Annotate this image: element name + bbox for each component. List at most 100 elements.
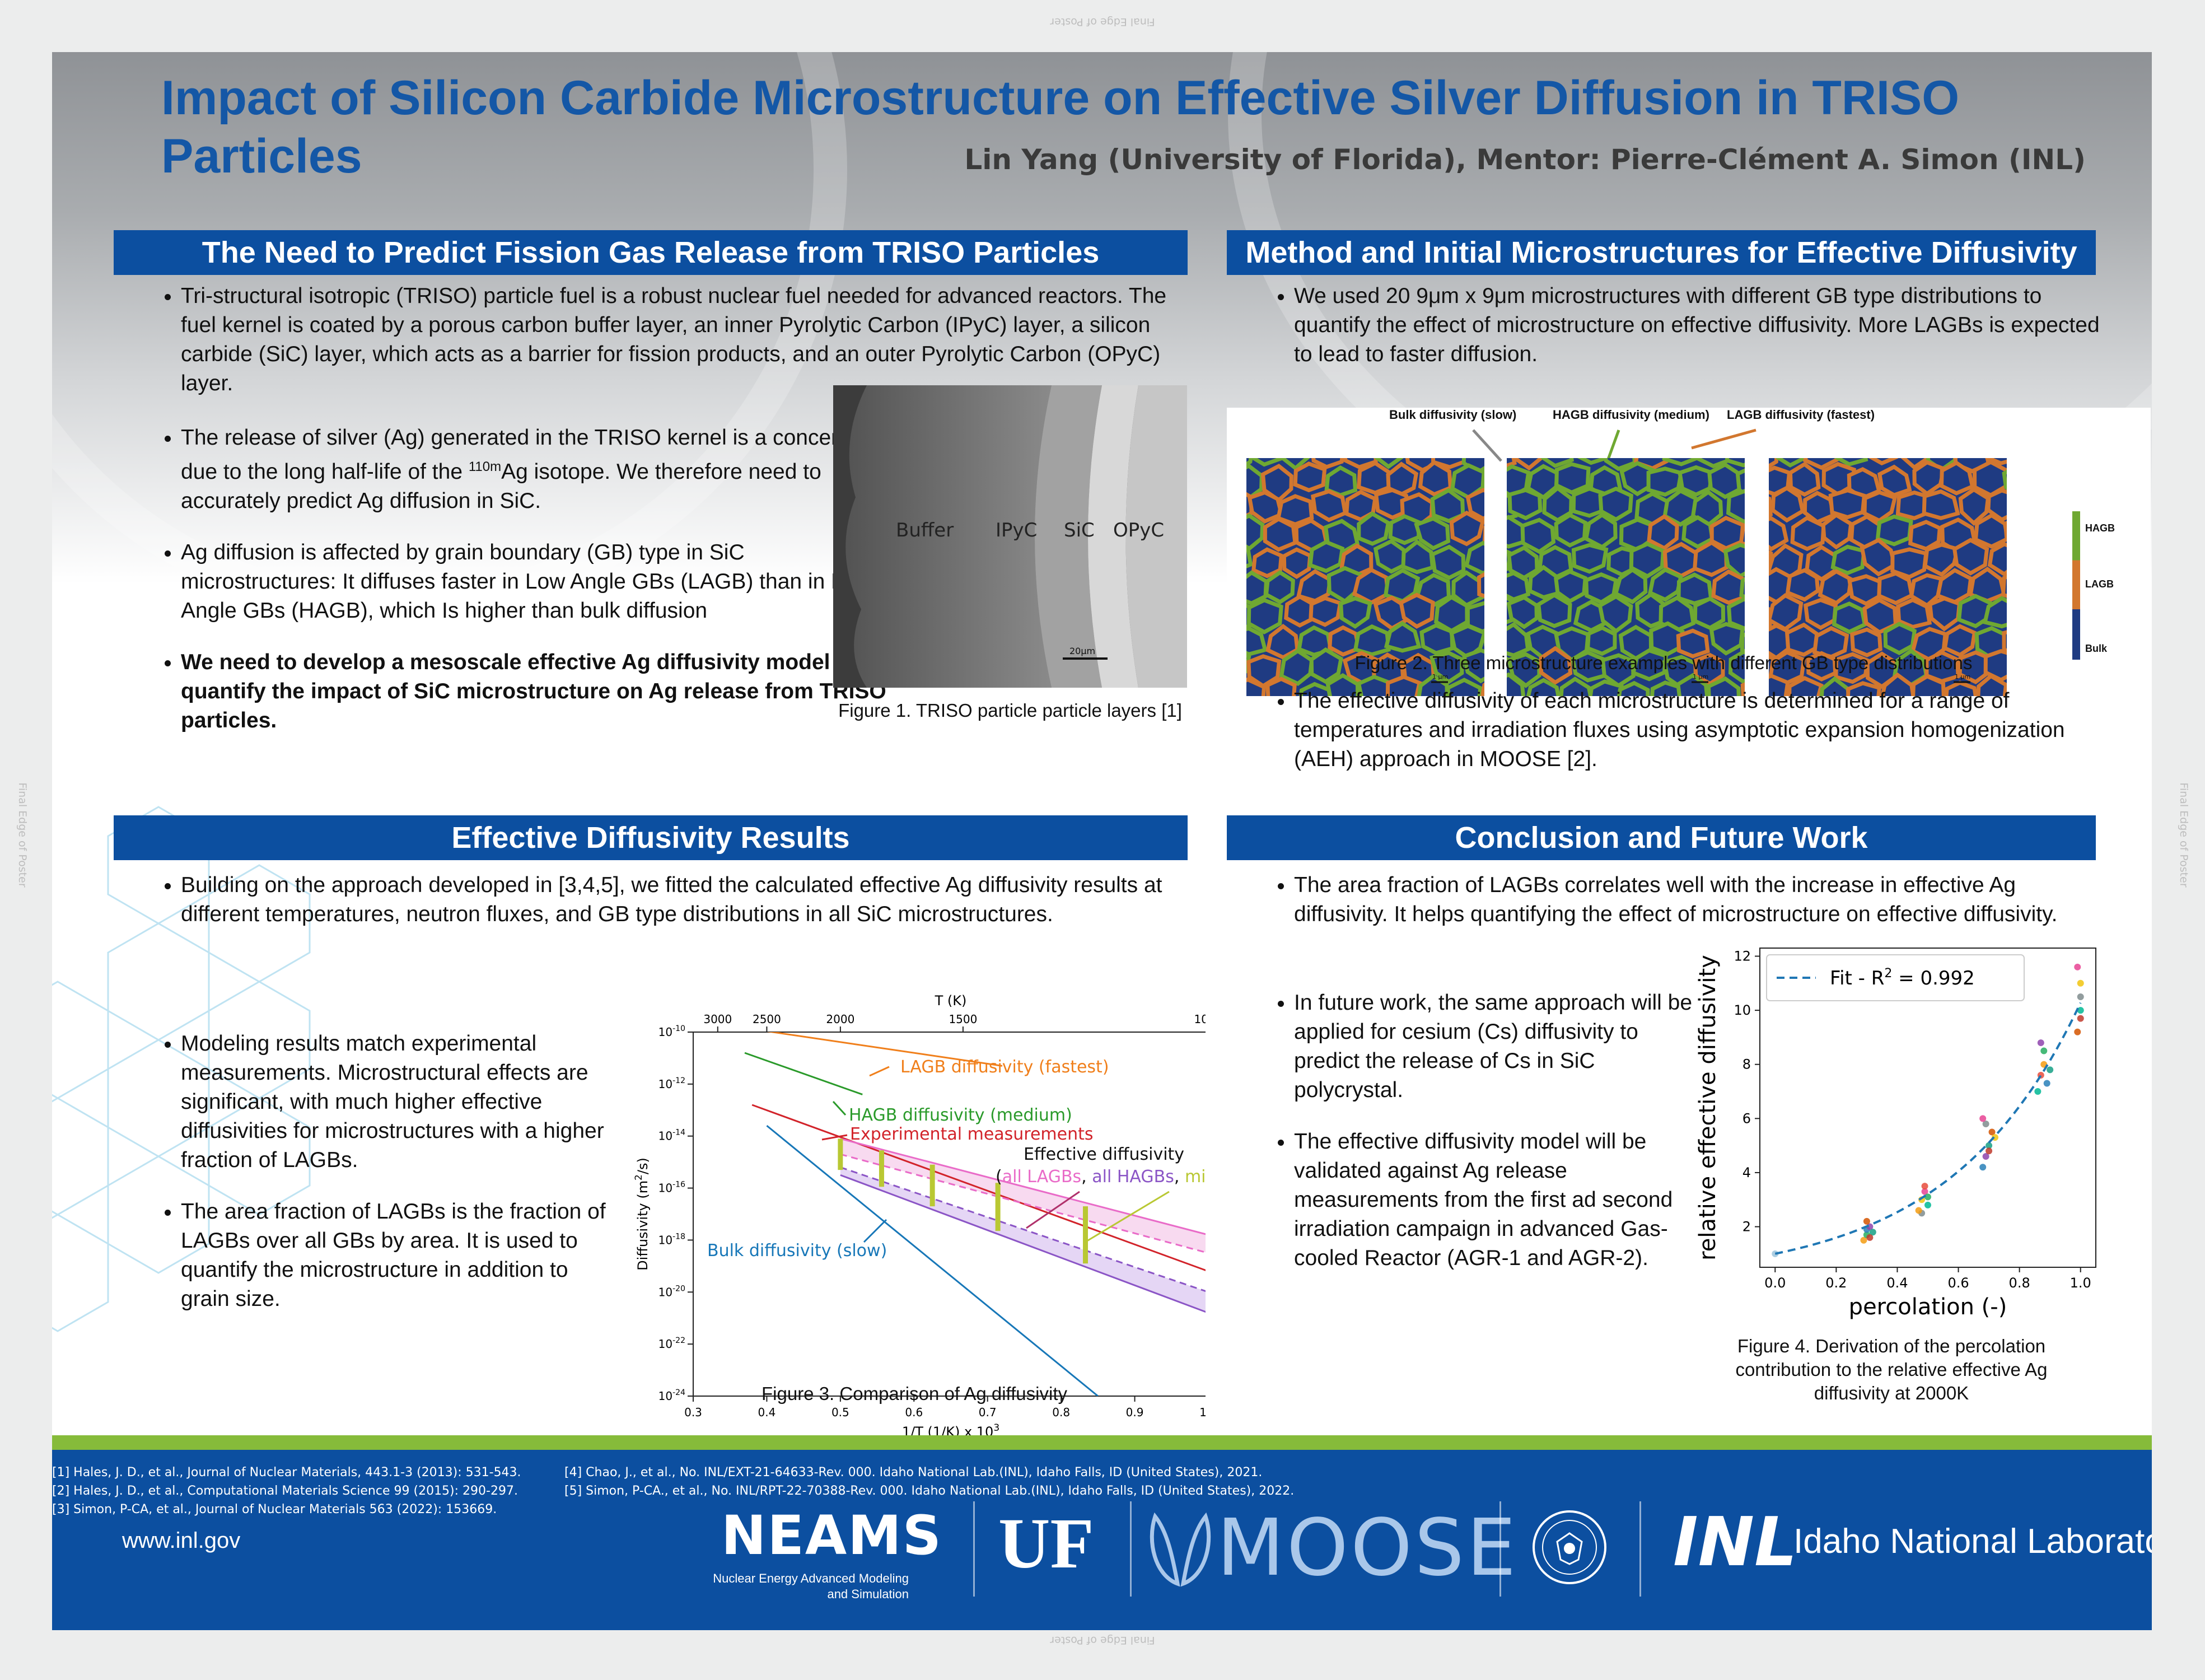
grain — [2002, 630, 2007, 653]
logo-separator — [973, 1501, 975, 1597]
footer-accent-bar — [52, 1435, 2152, 1450]
grain — [1536, 592, 1572, 628]
y-axis-title: relative effective diffusivity — [1695, 955, 1721, 1261]
layer-label-opyc: OPyC — [1113, 519, 1164, 542]
results-text-2: Modeling results match experimental meas… — [114, 1029, 618, 1336]
grain — [1559, 676, 1593, 696]
series-line — [766, 1124, 1099, 1396]
grain — [1942, 624, 1977, 657]
grain — [1388, 514, 1421, 545]
grain — [1540, 458, 1574, 468]
y-axis-title-superscript: 2 — [633, 1174, 644, 1180]
data-point — [1869, 1229, 1876, 1236]
y-tick-exponent: -22 — [672, 1336, 685, 1345]
grain — [1828, 488, 1867, 520]
inl-logo: INL — [1673, 1504, 1797, 1581]
series-line — [744, 1052, 863, 1095]
grain — [1520, 517, 1556, 554]
data-point — [2043, 1080, 2050, 1087]
legend-box — [1766, 954, 2025, 1001]
x-tick-label: 0.4 — [758, 1406, 776, 1419]
grain — [1263, 516, 1297, 552]
section-heading-method: Method and Initial Microstructures for E… — [1227, 230, 2096, 275]
grain — [1430, 544, 1466, 580]
grain — [1739, 523, 1745, 547]
need-bullet-2: The release of silver (Ag) generated in … — [181, 423, 886, 516]
annotation-exp: Experimental measurements — [850, 1124, 1094, 1144]
y-tick-label: 10-12 — [658, 1076, 685, 1091]
grain — [1418, 460, 1453, 497]
data-point — [1863, 1217, 1870, 1225]
edge-label-bottom: Final Edge of Poster — [1050, 1634, 1155, 1646]
grain — [1896, 598, 1932, 629]
microstructure-1: 1 μm — [1246, 458, 1484, 696]
conclusion-bullet-1: The area fraction of LAGBs correlates we… — [1294, 871, 2100, 929]
top-tick-label: 1000 — [1194, 1012, 1206, 1026]
x-tick-label: 0.4 — [1886, 1275, 1908, 1291]
neams-subtitle-2: and Simulation — [827, 1587, 909, 1601]
grain — [1952, 538, 1989, 576]
poster-authors: Lin Yang (University of Florida), Mentor… — [964, 143, 2086, 176]
logo-separator — [1499, 1501, 1501, 1597]
annotation-arrow — [1026, 1191, 1080, 1229]
data-point — [2037, 1039, 2044, 1047]
series-line — [840, 1166, 1206, 1292]
grain — [1830, 544, 1866, 576]
grain — [1939, 460, 1975, 496]
x-axis-title: 1/T (1/K) x 103 — [902, 1422, 999, 1435]
grain — [1832, 601, 1867, 634]
x-tick-label: 0.5 — [831, 1406, 849, 1419]
grain — [1787, 676, 1824, 696]
method-text-2: The effective diffusivity of each micros… — [1227, 687, 2100, 796]
annotation-arrow — [869, 1066, 890, 1077]
need-text-2: The release of silver (Ag) generated in … — [114, 423, 886, 758]
annotation-mix: mix — [1185, 1167, 1206, 1187]
grain — [1740, 682, 1745, 696]
y-tick-exponent: -20 — [672, 1284, 685, 1293]
annotation-arrow — [1085, 1191, 1170, 1243]
grain — [1571, 543, 1609, 574]
data-point — [1982, 1120, 1989, 1127]
grain — [1726, 489, 1745, 524]
grain — [1449, 510, 1484, 547]
grain — [1338, 596, 1372, 629]
grain — [1401, 539, 1435, 575]
annotation-comma: , — [1081, 1167, 1092, 1187]
y-tick-label: 10 — [1734, 1002, 1751, 1018]
top-tick-label: 1500 — [949, 1012, 977, 1026]
grain — [1276, 494, 1314, 527]
grain — [1973, 513, 2007, 549]
figure-3-diffusivity-chart: 0.3 0.4 0.5 0.6 0.7 0.8 0.9 1.0 10-10 10-12 10-14 1… — [633, 993, 1206, 1435]
grain — [1770, 486, 1805, 523]
top-tick-label: 2000 — [826, 1012, 854, 1026]
legend-fit-label: Fit - R2 = 0.992 — [1830, 967, 1975, 990]
x-tick-label: 0.3 — [684, 1406, 702, 1419]
data-point — [2040, 1047, 2048, 1054]
data-point — [1924, 1201, 1931, 1208]
series-line — [840, 1153, 1206, 1253]
data-point — [2077, 1015, 2084, 1022]
series-line — [840, 1137, 1206, 1235]
grain — [1539, 646, 1573, 685]
grain — [1374, 488, 1410, 520]
layer-label-buffer: Buffer — [896, 519, 954, 542]
grain — [1246, 598, 1283, 634]
data-point — [1772, 1250, 1779, 1257]
website-link[interactable]: www.inl.gov — [122, 1528, 241, 1553]
annotation-effective-legend: (all LAGBs, all HAGBs, mix) — [996, 1167, 1206, 1187]
grain — [1681, 515, 1715, 549]
grain — [1554, 462, 1591, 495]
edge-label-left: Final Edge of Poster — [16, 782, 29, 888]
data-point — [1986, 1142, 1993, 1149]
grain — [1769, 458, 1779, 469]
microstructure-2: 1 μm — [1507, 458, 1745, 696]
grain — [1802, 458, 1839, 470]
method-bullet-1: We used 20 9μm x 9μm microstructures wit… — [1294, 282, 2100, 369]
grain — [1385, 674, 1422, 696]
grain — [1480, 682, 1484, 696]
grain — [1735, 468, 1745, 496]
logo-separator — [1639, 1501, 1641, 1597]
grain — [1481, 470, 1484, 491]
poster-title: Impact of Silicon Carbide Microstructure… — [161, 71, 1960, 183]
annotation-arrow — [821, 1134, 848, 1141]
